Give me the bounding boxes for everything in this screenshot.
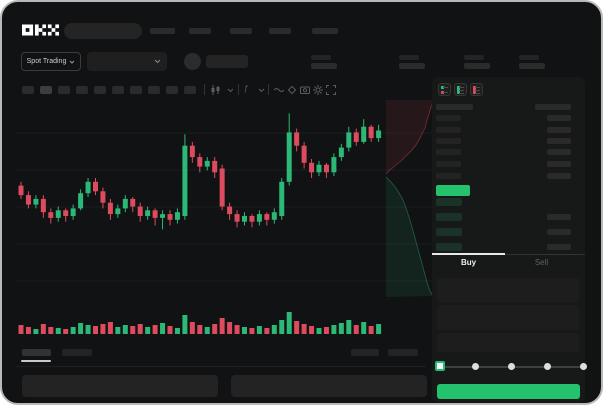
ask-row-price[interactable] [436, 161, 461, 167]
chevron-down-icon [154, 59, 161, 64]
okx-logo [22, 24, 59, 36]
nav-item-1[interactable] [150, 28, 175, 34]
market-type-dropdown[interactable]: Spot Trading [21, 52, 81, 71]
chevron-down-icon [69, 60, 75, 64]
stat-4-value [519, 63, 545, 69]
stat-1-label [311, 55, 331, 60]
indicators-icon[interactable]: ƒ [244, 84, 249, 93]
buy-submit-button[interactable] [437, 384, 580, 399]
orderbook-header-price [436, 104, 473, 110]
bid-row-price[interactable] [436, 198, 462, 206]
orders-action-2[interactable] [388, 349, 418, 356]
bid-row-amount[interactable] [547, 214, 571, 220]
slider-handle[interactable] [435, 361, 445, 371]
bottom-field-left[interactable] [22, 375, 218, 397]
toolbar-divider [238, 84, 239, 95]
timeframe-button-6[interactable] [112, 86, 124, 94]
orderbook-bids-view-icon[interactable] [454, 83, 467, 96]
slider-stop-25[interactable] [472, 363, 479, 370]
market-type-label: Spot Trading [26, 58, 67, 65]
bid-row-price[interactable] [436, 213, 462, 221]
ask-row-amount[interactable] [547, 161, 571, 167]
orderbook-trade-panel [432, 77, 585, 402]
last-price-badge [436, 185, 470, 196]
toolbar-divider [268, 84, 269, 95]
nav-item-5[interactable] [312, 28, 338, 34]
price-input[interactable] [437, 278, 579, 302]
wave-icon[interactable] [274, 87, 284, 93]
nav-item-2[interactable] [189, 28, 211, 34]
pair-selector-dropdown[interactable] [87, 52, 167, 71]
volume-chart [18, 312, 382, 334]
ask-row-price[interactable] [436, 127, 461, 133]
total-input[interactable] [437, 333, 579, 352]
nav-item-3[interactable] [230, 28, 252, 34]
stat-3-value [464, 63, 490, 69]
tag-icon[interactable] [287, 85, 297, 95]
bid-row-price[interactable] [436, 243, 462, 251]
ask-row-price[interactable] [436, 115, 461, 121]
orderbook-asks-view-icon[interactable] [470, 83, 483, 96]
timeframe-button-5[interactable] [94, 86, 106, 94]
candlestick-chart[interactable] [16, 98, 436, 298]
chevron-down-icon[interactable] [227, 88, 234, 93]
bid-row-amount[interactable] [547, 229, 571, 235]
sell-tab[interactable]: Sell [534, 258, 549, 267]
timeframe-button-8[interactable] [148, 86, 160, 94]
buy-tab-indicator [432, 253, 505, 255]
amount-input[interactable] [437, 305, 579, 330]
stat-1-value [311, 63, 337, 69]
timeframe-button-4[interactable] [76, 86, 88, 94]
orderbook-combined-view-icon[interactable] [438, 83, 451, 96]
slider-stop-75[interactable] [544, 363, 551, 370]
orderbook-header-amount [535, 104, 571, 110]
slider-stop-50[interactable] [508, 363, 515, 370]
ask-row-price[interactable] [436, 138, 461, 144]
candle-interval-icon[interactable] [210, 85, 221, 95]
timeframe-button-10[interactable] [184, 86, 196, 94]
timeframe-button-7[interactable] [130, 86, 142, 94]
orders-tab-active[interactable] [22, 349, 51, 356]
toolbar-divider [204, 84, 205, 95]
ask-row-amount[interactable] [547, 173, 571, 179]
nav-item-4[interactable] [269, 28, 291, 34]
slider-stop-100[interactable] [580, 363, 587, 370]
ask-row-amount[interactable] [547, 127, 571, 133]
timeframe-button-3[interactable] [58, 86, 70, 94]
orders-tab-2[interactable] [62, 349, 92, 356]
ask-row-price[interactable] [436, 149, 461, 155]
stat-2-value [399, 63, 425, 69]
ask-row-amount[interactable] [547, 149, 571, 155]
stat-4-label [519, 55, 539, 60]
ask-row-price[interactable] [436, 173, 461, 179]
bid-row-amount[interactable] [547, 244, 571, 250]
chevron-down-icon[interactable] [258, 88, 265, 93]
buy-tab[interactable]: Buy [460, 258, 477, 267]
active-tab-underline [21, 360, 51, 362]
timeframe-button-2-active[interactable] [40, 86, 52, 94]
ask-row-amount[interactable] [547, 115, 571, 121]
stat-2-label [399, 55, 419, 60]
coin-avatar [184, 53, 201, 70]
orders-action-1[interactable] [351, 349, 379, 356]
bottom-field-right[interactable] [231, 375, 427, 397]
pair-title-placeholder [206, 55, 248, 68]
timeframe-button-1[interactable] [22, 86, 34, 94]
divider [16, 366, 426, 367]
camera-icon[interactable] [300, 85, 310, 94]
timeframe-button-9[interactable] [166, 86, 178, 94]
gear-icon[interactable] [313, 85, 323, 95]
sell-tab-indicator [505, 254, 585, 255]
ask-row-amount[interactable] [547, 138, 571, 144]
search-input[interactable] [64, 23, 142, 39]
stat-3-label [464, 55, 484, 60]
bid-row-price[interactable] [436, 228, 462, 236]
fullscreen-icon[interactable] [326, 85, 336, 95]
